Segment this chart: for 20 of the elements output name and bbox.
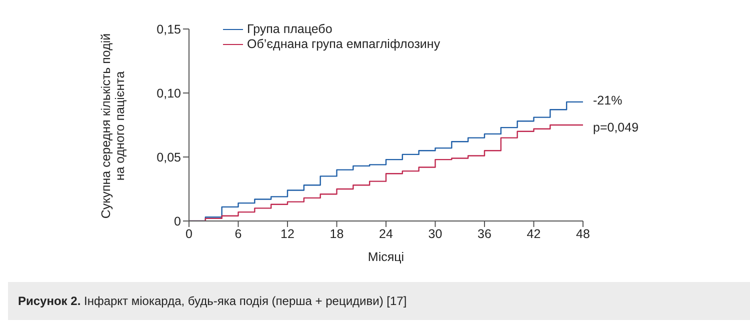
x-tick-label: 6 [234,226,242,241]
y-tick-label: 0,10 [156,86,182,100]
x-tick-label: 48 [576,226,590,241]
x-tick-label: 30 [428,226,442,241]
annotation: p=0,049 [593,120,639,134]
x-tick-label: 18 [330,226,344,241]
x-tick-label: 12 [280,226,294,241]
annotation: -21% [593,93,622,108]
y-axis-title: Сукупна середня кількість подій на одного пацієнта [99,32,127,221]
y-tick-label: 0 [174,214,182,228]
y-tick-label: 0,05 [156,150,182,164]
x-axis-title: Місяці [368,250,404,264]
y-tick-label: 0,15 [156,22,182,36]
x-tick-label: 24 [379,226,393,241]
x-tick-label: 36 [478,226,492,241]
text: Рисунок 2. Інфаркт міокарда, будь-яка подія (перша + рецидиви) [17] [8,282,750,320]
legend-label: Об’єднана група емпагліфлозину [247,37,440,52]
x-tick-label: 0 [186,226,193,241]
x-tick-label: 42 [526,226,541,241]
legend-label: Група плацебо [247,22,332,37]
